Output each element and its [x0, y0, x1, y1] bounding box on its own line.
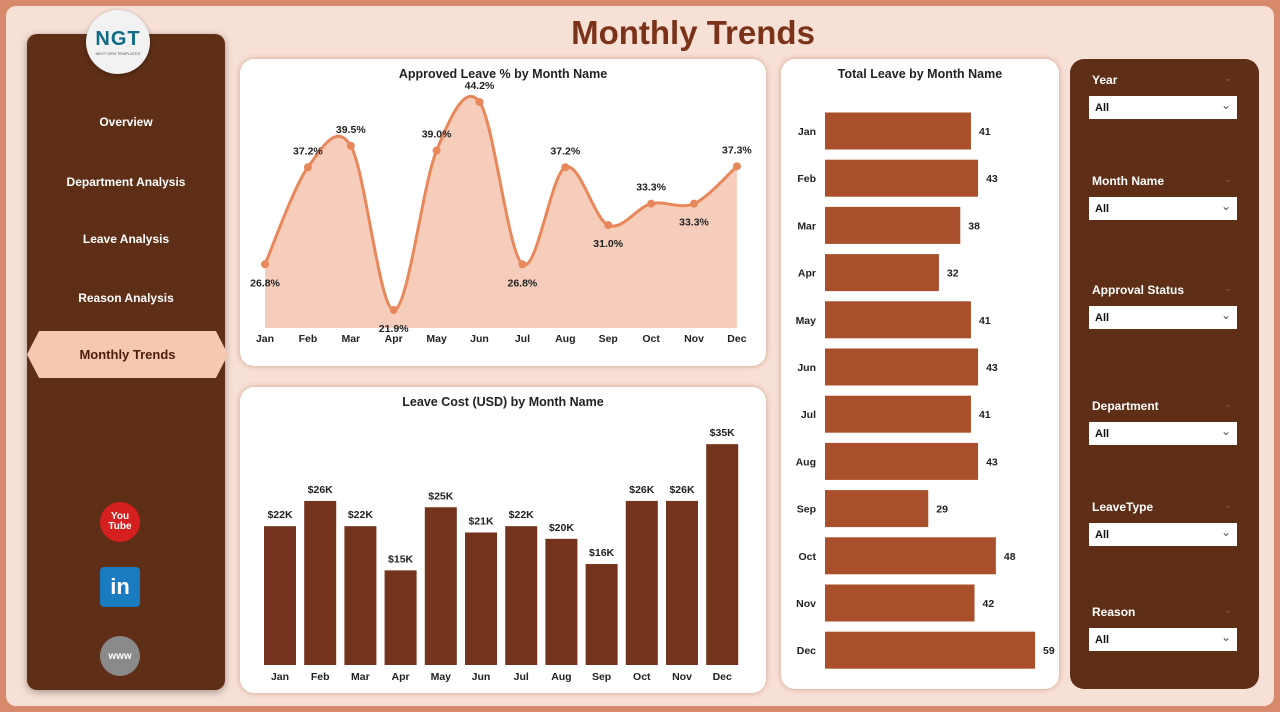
filter-dropdown[interactable]: All ⌄: [1089, 422, 1237, 445]
dropdown-value: All: [1095, 312, 1110, 324]
chevron-down-icon: ⌄: [1220, 308, 1231, 322]
clear-filter-icon[interactable]: ⌄: [1224, 174, 1233, 185]
chevron-down-icon: ⌄: [1220, 98, 1231, 112]
dropdown-value: All: [1095, 102, 1110, 114]
filter-dropdown[interactable]: All ⌄: [1089, 523, 1237, 546]
website-icon[interactable]: www: [100, 636, 140, 676]
logo-subtext: NEXT GEN TEMPLATES: [95, 51, 141, 56]
nav-leave-analysis[interactable]: Leave Analysis: [82, 232, 170, 246]
youtube-icon[interactable]: You Tube: [100, 502, 140, 542]
filter-label: Month Name: [1092, 174, 1164, 188]
linkedin-icon[interactable]: in: [100, 567, 140, 607]
filter-label: LeaveType: [1092, 500, 1154, 514]
chevron-down-icon: ⌄: [1220, 525, 1231, 539]
filter-label: Year: [1092, 73, 1118, 87]
dropdown-value: All: [1095, 529, 1110, 541]
filter-label: Department: [1092, 399, 1159, 413]
nav-reason-analysis[interactable]: Reason Analysis: [78, 291, 174, 305]
clear-filter-icon[interactable]: ⌄: [1224, 500, 1233, 511]
dropdown-value: All: [1095, 203, 1110, 215]
chart-title: Leave Cost (USD) by Month Name: [402, 395, 604, 409]
nav-overview[interactable]: Overview: [99, 115, 153, 129]
filter-dropdown[interactable]: All ⌄: [1089, 96, 1237, 119]
filter-panel: [1070, 59, 1259, 689]
dropdown-value: All: [1095, 428, 1110, 440]
chevron-down-icon: ⌄: [1220, 199, 1231, 213]
dropdown-value: All: [1095, 634, 1110, 646]
chevron-down-icon: ⌄: [1220, 424, 1231, 438]
logo: NGT NEXT GEN TEMPLATES: [86, 10, 150, 74]
leave-cost-chart-card: Leave Cost (USD) by Month Name: [240, 387, 766, 693]
filter-dropdown[interactable]: All ⌄: [1089, 197, 1237, 220]
filter-label: Reason: [1092, 605, 1136, 619]
chevron-down-icon: ⌄: [1220, 630, 1231, 644]
filter-label: Approval Status: [1092, 283, 1185, 297]
clear-filter-icon[interactable]: ⌄: [1224, 605, 1233, 616]
chart-title: Approved Leave % by Month Name: [398, 67, 608, 81]
chart-title: Total Leave by Month Name: [837, 67, 1003, 81]
page-title: Monthly Trends: [571, 14, 815, 51]
clear-filter-icon[interactable]: ⌄: [1224, 399, 1233, 410]
logo-text: NGT: [95, 28, 141, 50]
approved-leave-chart-card: Approved Leave % by Month Name: [240, 59, 766, 366]
nav-department-analysis[interactable]: Department Analysis: [66, 175, 186, 189]
filter-dropdown[interactable]: All ⌄: [1089, 306, 1237, 329]
nav-monthly-trends[interactable]: Monthly Trends: [27, 331, 228, 378]
filter-dropdown[interactable]: All ⌄: [1089, 628, 1237, 651]
clear-filter-icon[interactable]: ⌄: [1224, 283, 1233, 294]
total-leave-chart-card: Total Leave by Month Name: [781, 59, 1059, 689]
clear-filter-icon[interactable]: ⌄: [1224, 73, 1233, 84]
